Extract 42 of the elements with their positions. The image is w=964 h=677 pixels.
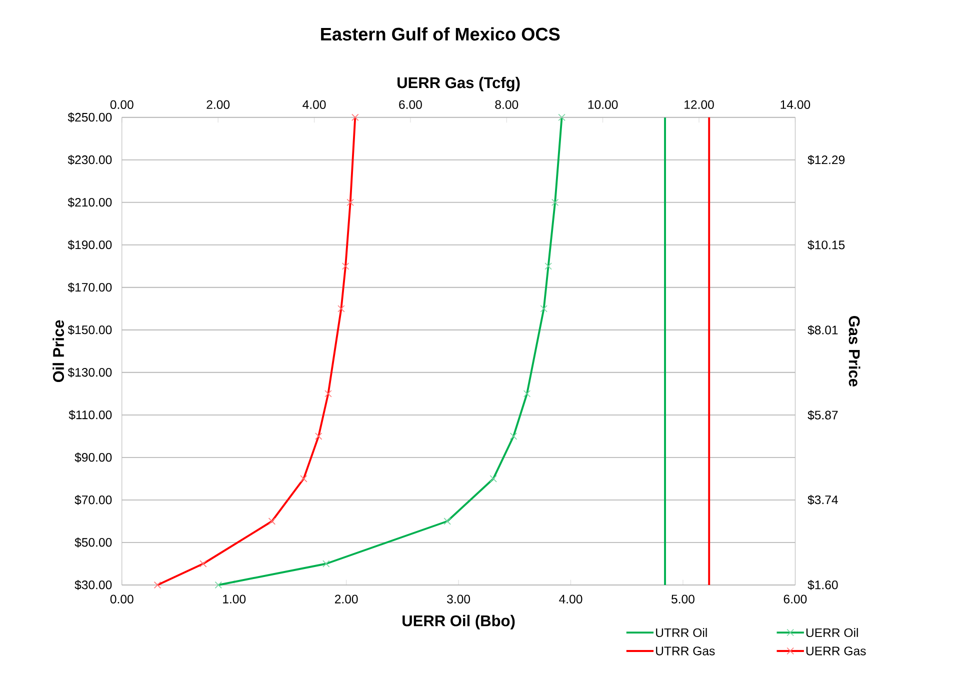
y2-tick-label: $3.74: [808, 494, 838, 505]
y2-tick-label: $10.15: [808, 240, 845, 250]
y-tick-label: $150.00: [68, 324, 112, 335]
x-tick-label: 3.00: [447, 594, 470, 604]
y-tick-label: $190.00: [68, 240, 112, 250]
chart-title: Eastern Gulf of Mexico OCS: [321, 27, 560, 41]
x2-tick-label: 12.00: [684, 100, 714, 109]
x2-tick-label: 14.00: [780, 100, 810, 109]
legend-label: UTRR Gas: [656, 646, 715, 656]
x-tick-label: 2.00: [334, 594, 358, 604]
legend-label: UERR Gas: [806, 646, 866, 656]
x-tick-label: 5.00: [672, 594, 694, 604]
x-tick-label: 0.00: [110, 594, 134, 604]
y-tick-label: $130.00: [68, 367, 112, 378]
y-tick-label: $210.00: [68, 197, 112, 208]
y2-tick-label: $12.29: [808, 154, 845, 165]
x-tick-label: 1.00: [223, 594, 246, 604]
x2-tick-label: 2.00: [206, 100, 230, 109]
y2-tick-label: $1.60: [808, 580, 838, 590]
y-tick-label: $170.00: [68, 282, 112, 292]
legend-label: UTRR Oil: [656, 628, 707, 637]
x2-tick-label: 6.00: [399, 100, 422, 109]
x2-tick-label: 10.00: [588, 100, 618, 109]
y-tick-label: $50.00: [74, 537, 112, 548]
x-tick-label: 4.00: [559, 594, 582, 604]
y2-tick-label: $5.87: [808, 410, 838, 420]
x2-tick-label: 0.00: [110, 100, 134, 109]
x2-axis-title: UERR Gas (Tcfg): [398, 76, 520, 92]
y-axis-title: Oil Price: [52, 320, 64, 382]
legend-label: UERR Oil: [806, 628, 858, 637]
y-tick-label: $230.00: [68, 154, 112, 165]
y-tick-label: $30.00: [74, 580, 112, 590]
x-tick-label: 6.00: [784, 594, 807, 604]
y2-axis-title: Gas Price: [848, 316, 860, 386]
y-tick-label: $90.00: [74, 452, 112, 462]
y-tick-label: $70.00: [74, 494, 112, 505]
y-tick-label: $110.00: [68, 410, 112, 420]
x-axis-title: UERR Oil (Bbo): [402, 614, 515, 630]
x2-tick-label: 4.00: [302, 100, 326, 109]
y-tick-label: $250.00: [68, 112, 112, 122]
x2-tick-label: 8.00: [495, 100, 518, 109]
y2-tick-label: $8.01: [808, 325, 838, 336]
